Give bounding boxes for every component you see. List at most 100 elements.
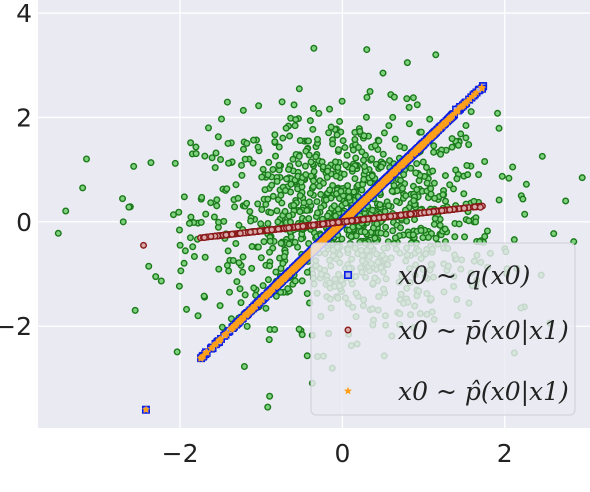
data-point-p-bar: [319, 220, 327, 228]
data-point-p-bar: [359, 215, 367, 223]
data-point-x1: [208, 154, 216, 162]
data-point-x1: [427, 185, 435, 193]
data-point-x1: [255, 102, 263, 110]
data-point-x1: [391, 234, 399, 242]
data-point-p-bar: [200, 233, 208, 241]
y-tick-label: 4: [16, 0, 32, 28]
data-point-x1: [257, 220, 265, 228]
legend-label: x0 ~ q(x0): [398, 261, 530, 290]
data-point-x1: [224, 247, 232, 255]
data-point-p-bar: [348, 217, 356, 225]
data-point-x1: [285, 165, 293, 173]
data-point-x1: [464, 171, 472, 179]
data-point-x1: [419, 234, 427, 242]
data-point-x1: [437, 150, 445, 158]
x-tick-label: 2: [497, 439, 513, 468]
data-point-x1: [412, 169, 420, 177]
data-point-x1: [371, 234, 379, 242]
data-point-x1: [410, 197, 418, 205]
data-point-x1: [243, 199, 251, 207]
data-point-x1: [481, 157, 489, 165]
data-point-x1: [452, 166, 460, 174]
data-point-x1: [145, 262, 153, 270]
data-point-x1: [186, 234, 194, 242]
data-point-x1: [388, 187, 396, 195]
data-point-x1: [175, 226, 183, 234]
data-point-x1: [441, 172, 449, 180]
data-point-x1: [273, 177, 281, 185]
data-point-x1: [327, 123, 335, 131]
data-point-p-bar: [309, 221, 317, 229]
data-point-x1: [261, 186, 269, 194]
data-point-x1: [439, 191, 447, 199]
data-point-x1: [286, 132, 294, 140]
data-point-x1: [382, 223, 390, 231]
data-point-x1: [235, 259, 243, 267]
data-point-x1: [371, 142, 379, 150]
data-point-x1: [257, 254, 265, 262]
data-point-x1: [287, 180, 295, 188]
data-point-x1: [338, 97, 346, 105]
data-point-x1: [305, 151, 313, 159]
data-point-x1: [470, 197, 478, 205]
data-point-x1: [345, 193, 353, 201]
data-point-x1: [538, 152, 546, 160]
data-point-x1: [315, 109, 323, 117]
data-point-x1: [314, 135, 322, 143]
data-point-x1: [442, 197, 450, 205]
data-point-x1: [271, 131, 279, 139]
data-point-x1: [258, 206, 266, 214]
data-point-x1: [254, 243, 262, 251]
data-point-p-bar: [460, 204, 468, 212]
data-point-x1: [389, 227, 397, 235]
data-point-x1: [241, 155, 249, 163]
data-point-x1: [204, 124, 212, 132]
data-point-x1: [79, 184, 87, 192]
data-point-p-bar: [397, 211, 405, 219]
data-point-x1: [232, 240, 240, 248]
data-point-x1: [405, 103, 413, 111]
data-point-x1: [298, 277, 306, 285]
data-point-x1: [295, 85, 303, 93]
data-point-x1: [119, 218, 127, 226]
data-point-x1: [207, 199, 215, 207]
data-point-x1: [451, 233, 459, 241]
data-point-x1: [265, 158, 273, 166]
data-point-p-bar: [471, 203, 479, 211]
data-point-x1: [368, 172, 376, 180]
data-point-x1: [238, 161, 246, 169]
data-point-x1: [239, 253, 247, 261]
data-point-x1: [223, 261, 231, 269]
data-point-x1: [303, 352, 311, 360]
data-point-x1: [291, 277, 299, 285]
legend: x0 ~ q(x0) x0 ~ p̄(x0|x1) x0 ~ p̂(x0|x1): [310, 242, 576, 416]
data-point-x1: [360, 156, 368, 164]
data-point-x1: [379, 150, 387, 158]
data-point-x1: [197, 218, 205, 226]
data-point-x1: [494, 109, 502, 117]
data-point-x1: [210, 213, 218, 221]
data-point-x1: [562, 197, 570, 205]
data-point-x1: [285, 240, 293, 248]
data-point-p-bar: [438, 207, 446, 215]
data-point-x1: [273, 207, 281, 215]
data-point-x1: [292, 116, 300, 124]
data-point-x1: [291, 122, 299, 130]
data-point-x1: [324, 167, 332, 175]
data-point-x1: [505, 174, 513, 182]
data-point-x1: [361, 228, 369, 236]
data-point-x1: [180, 259, 188, 267]
data-point-x1: [333, 131, 341, 139]
data-point-x1: [335, 146, 343, 154]
data-point-x1: [403, 217, 411, 225]
data-point-x1: [419, 158, 427, 166]
data-point-x1: [229, 257, 237, 265]
data-point-x1: [296, 192, 304, 200]
data-point-x1: [450, 185, 458, 193]
data-point-p-bar: [222, 231, 230, 239]
data-point-x1: [275, 143, 283, 151]
data-point-x1: [423, 179, 431, 187]
data-point-x1: [119, 195, 127, 203]
legend-label: x0 ~ p̂(x0|x1): [398, 377, 569, 407]
data-point-x1: [266, 262, 274, 270]
